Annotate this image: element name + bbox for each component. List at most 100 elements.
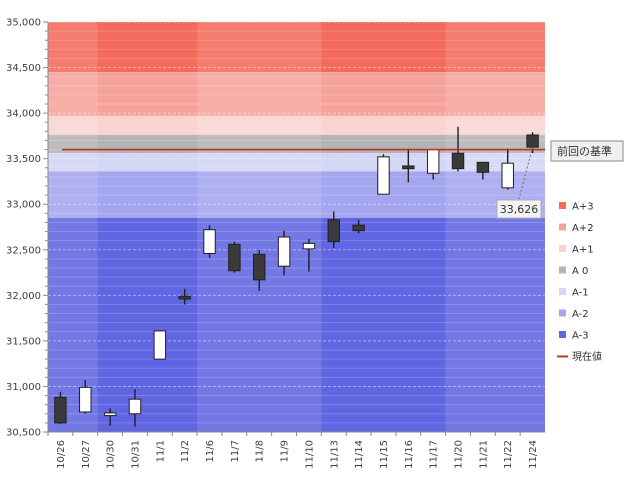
y-tick-label: 31,000 [6,382,41,393]
band-layer [48,22,545,432]
y-tick-label: 32,000 [6,291,41,302]
x-tick-label: 11/2 [180,440,191,462]
legend-swatch [559,245,566,252]
candle-11-16 [402,148,415,183]
x-tick-label: 11/16 [404,440,415,469]
x-tick-label: 10/27 [81,440,92,469]
x-tick-label: 11/14 [354,440,365,469]
legend-swatch [559,266,566,274]
candle-body [228,243,241,272]
band-Aplus2 [48,72,545,116]
legend-swatch [559,288,566,295]
band-Aminus2 [48,171,545,218]
candle-11-14 [352,219,365,234]
legend-swatch [559,223,566,231]
week-column-shading [48,22,545,432]
legend-label: A-1 [572,288,589,299]
reference-label: 前回の基準 [557,144,612,158]
legend-label: A-2 [572,309,589,320]
candle-body [426,149,440,174]
x-tick-label: 11/24 [528,440,539,469]
current-value-leader [518,147,534,200]
y-tick-label: 33,000 [6,200,41,211]
candle-11-10 [302,238,316,272]
y-tick-label: 34,500 [6,63,41,74]
y-tick-label: 34,000 [6,109,41,120]
legend-swatch [559,202,566,209]
candle-11-6 [203,225,216,258]
candle-11-7 [228,241,241,273]
x-tick-label: 11/21 [478,440,489,469]
candle-body [377,156,390,195]
candle-body [327,219,340,243]
candle-11-1 [153,330,167,360]
legend: A+3 A+2 A+1 A 0 A-1 A-2 A-3 現在値 [557,202,602,363]
y-tick-label: 30,500 [6,428,41,439]
candle-body [526,134,539,148]
callouts: 前回の基準 33,626 [496,140,624,219]
x-tick-label: 11/20 [454,440,465,469]
candle-body [203,229,216,254]
current-value-label: 33,626 [500,203,539,216]
legend-label: A-3 [572,331,589,342]
candle-body [153,330,167,360]
x-tick-label: 11/22 [503,440,514,469]
x-tick-label: 11/6 [205,440,216,462]
x-tick-label: 11/13 [329,440,340,469]
band-Aplus3 [48,22,545,73]
band-A0 [48,134,545,154]
y-tick-label: 35,000 [6,18,41,29]
legend-item-6: A-3 [559,331,589,342]
candle-body [128,398,142,415]
y-tick-label: 33,500 [6,154,41,165]
legend-label: 現在値 [572,350,602,363]
legend-item-4: A-1 [559,288,589,299]
candle-body [178,295,191,300]
legend-label: A 0 [572,266,588,277]
candle-11-22 [501,148,514,190]
candle-body [476,161,490,173]
x-tick-label: 11/9 [280,440,291,462]
week-shade-2 [445,22,545,432]
x-tick-label: 10/26 [56,440,67,469]
x-tick-label: 10/30 [106,440,117,469]
reference-label-box [550,140,624,162]
y-axis: 30,500 31,000 31,500 32,000 32,500 33,000 33,5… [6,18,49,439]
candle-10-26 [54,391,67,424]
band-Aminus1 [48,153,545,172]
y-tick-label: 31,500 [6,336,41,347]
candle-10-31 [128,389,142,427]
legend-item-1: A+2 [559,223,594,234]
candle-11-15 [377,154,390,195]
candle-11-2 [178,288,191,305]
candle-10-30 [103,408,117,426]
legend-swatch [559,309,566,317]
week-shade-1 [197,22,322,432]
current-value-box [496,199,542,219]
legend-swatch [559,331,566,338]
candle-layer [54,126,539,427]
x-tick-label: 11/17 [429,440,440,469]
x-tick-label: 11/8 [255,440,266,462]
candle-body [253,253,266,281]
candle-body [501,162,514,189]
candle-11-21 [476,161,490,180]
band-Aminus3 [48,217,545,432]
legend-item-2: A+1 [559,245,594,256]
x-tick-label: 10/31 [130,440,141,469]
x-tick-label: 11/15 [379,440,390,469]
legend-label: A+3 [572,202,594,213]
candle-body [352,224,365,232]
candle-body [451,152,465,170]
candle-11-8 [253,249,266,291]
band-Aplus1 [48,115,545,135]
legend-label: A+1 [572,245,594,256]
legend-item-7: 現在値 [557,350,602,363]
candle-body [103,412,117,417]
x-tick-label: 11/7 [230,440,241,462]
legend-item-5: A-2 [559,309,589,320]
week-shade-0 [48,22,98,432]
x-axis: 10/26 10/27 10/30 10/31 11/1 11/2 11/6 11/7 11/8… [47,431,545,469]
x-tick-label: 11/1 [155,440,166,462]
